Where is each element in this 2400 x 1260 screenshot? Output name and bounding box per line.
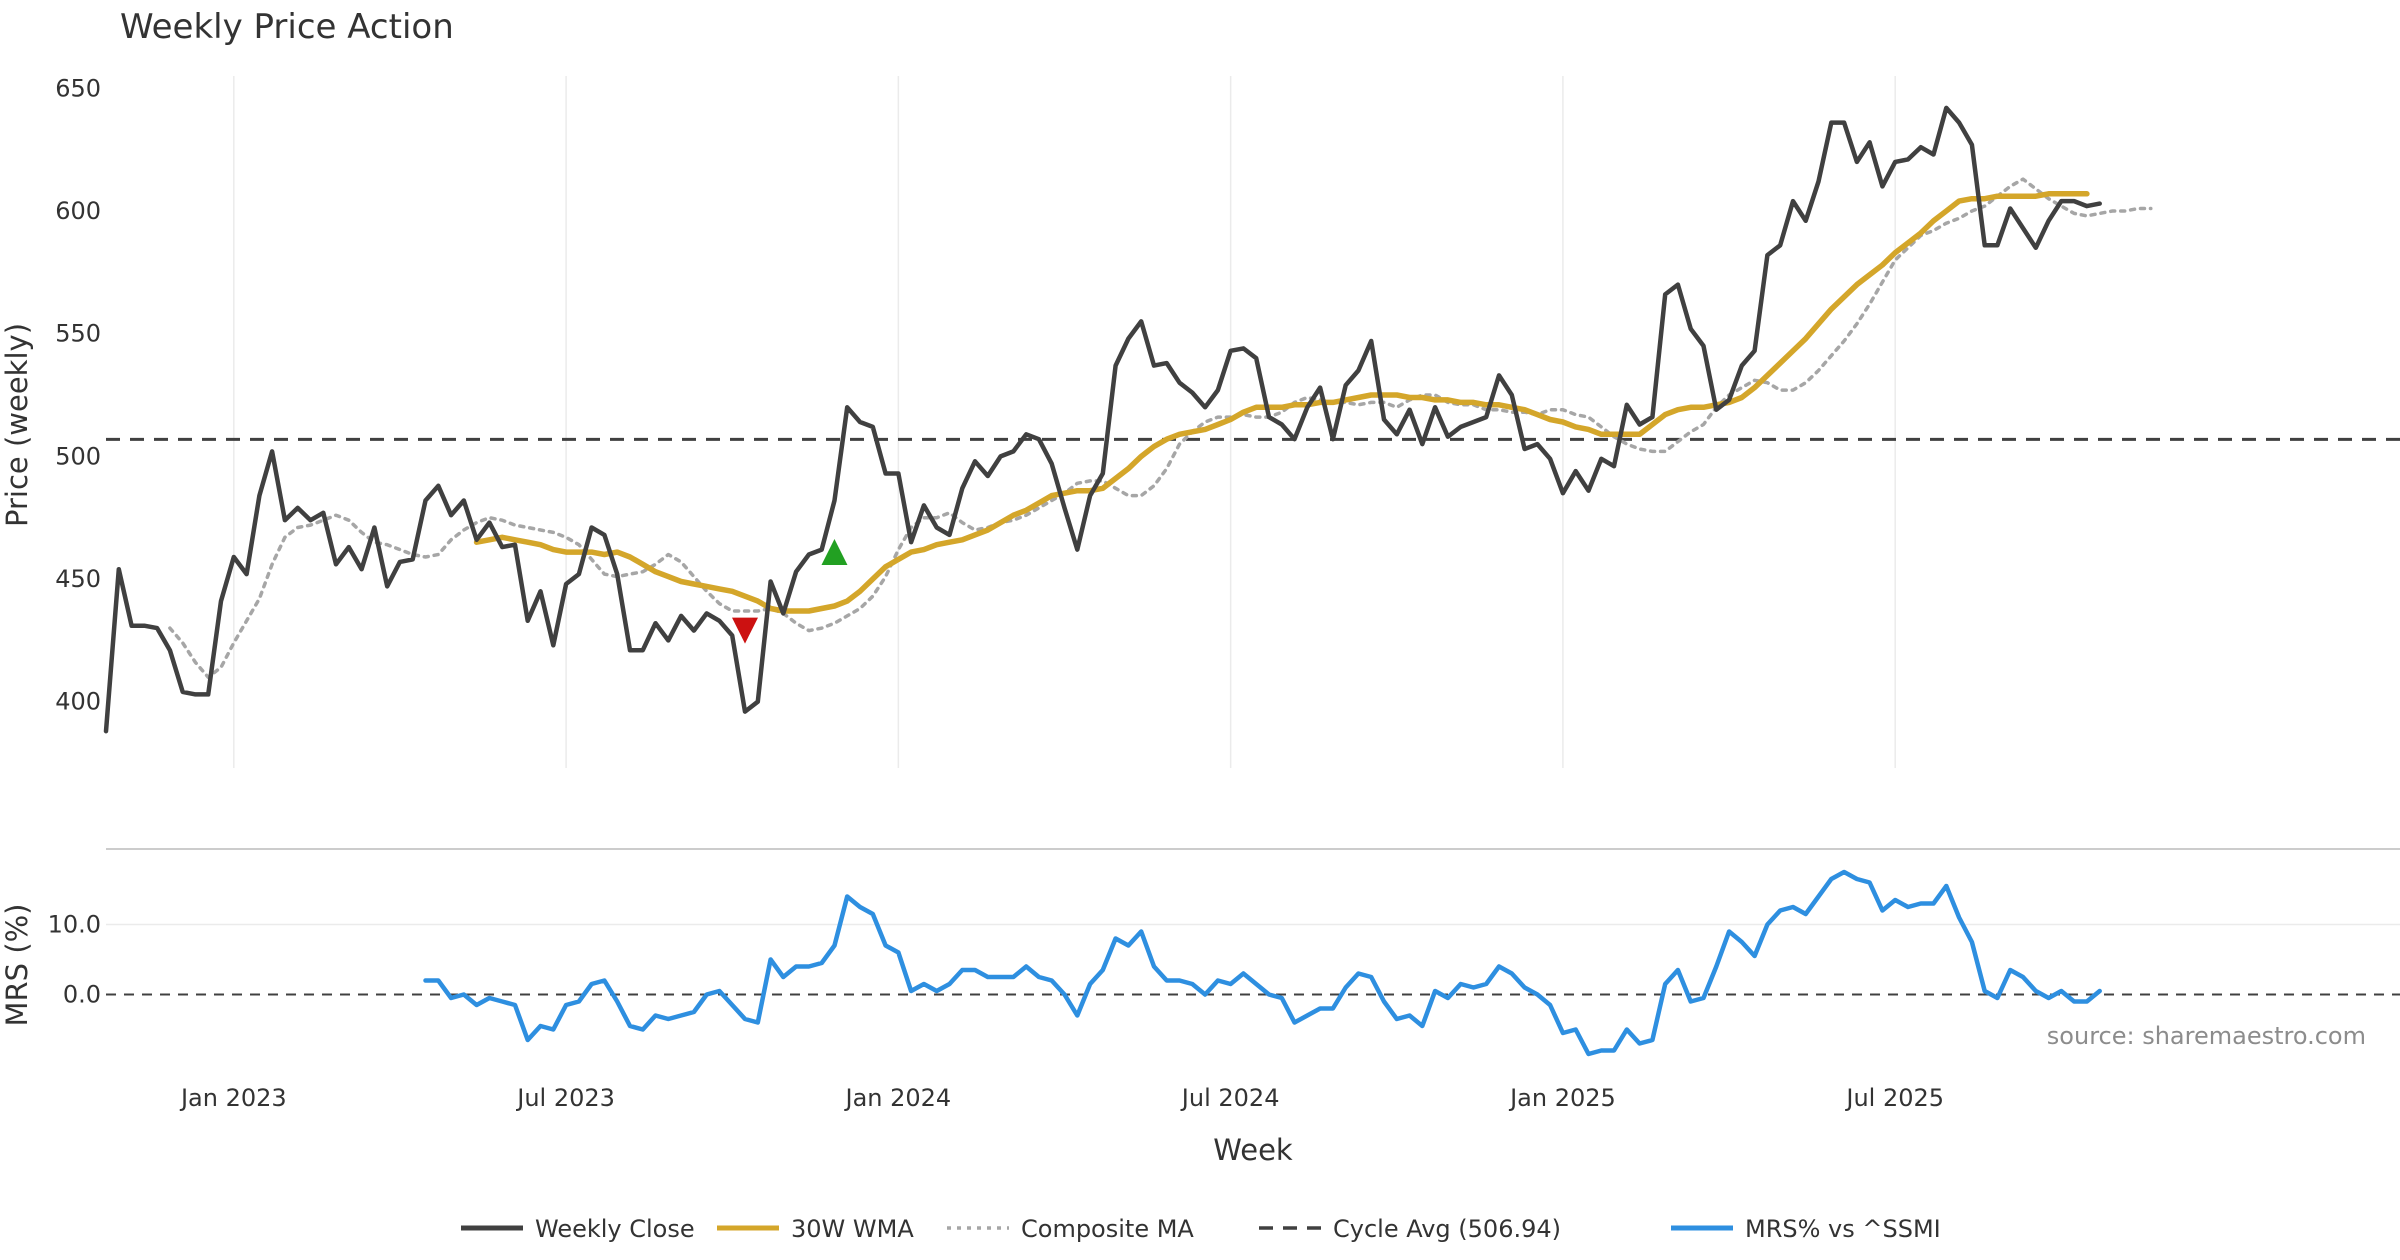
x-axis-ticks: Jan 2023 Jul 2023 Jan 2024 Jul 2024 Jan 2025…: [179, 1084, 1944, 1112]
mrs-panel: MRS (%) 0.0 10.0 source: sharemaestro.com: [0, 869, 2400, 1057]
price-y-tick-label: 400: [55, 688, 101, 716]
weekly-close-line: [103, 105, 2102, 734]
legend-label: MRS% vs ^SSMI: [1745, 1215, 1941, 1243]
wma30-line: [473, 191, 2090, 614]
mrs-series: [106, 869, 2400, 1057]
price-y-tick-label: 550: [55, 320, 101, 348]
x-tick-label: Jul 2025: [1844, 1084, 1944, 1112]
price-y-ticks: 400 450 500 550 600 650: [55, 74, 101, 715]
mrs-y-axis-label: MRS (%): [0, 904, 34, 1027]
x-tick-label: Jan 2023: [179, 1084, 287, 1112]
signal-markers: [732, 539, 848, 644]
price-y-tick-label: 600: [55, 197, 101, 225]
legend-label: Cycle Avg (506.94): [1333, 1215, 1561, 1243]
legend-label: Composite MA: [1021, 1215, 1194, 1243]
chart-title: Weekly Price Action: [120, 7, 454, 47]
source-attribution: source: sharemaestro.com: [2047, 1022, 2366, 1050]
legend-label: Weekly Close: [535, 1215, 695, 1243]
mrs-y-tick-label: 0.0: [63, 981, 101, 1009]
composite-ma-line: [168, 177, 2153, 679]
x-tick-label: Jul 2023: [515, 1084, 615, 1112]
price-y-tick-label: 650: [55, 74, 101, 102]
mrs-y-tick-label: 10.0: [48, 911, 101, 939]
price-y-tick-label: 500: [55, 442, 101, 470]
buy-signal-marker: [821, 539, 848, 566]
price-y-tick-label: 450: [55, 565, 101, 593]
price-series: [103, 105, 2400, 734]
x-axis-label: Week: [1213, 1133, 1293, 1167]
legend: Weekly Close 30W WMA Composite MA Cycle Avg…: [461, 1215, 1941, 1243]
sell-signal-marker: [732, 617, 758, 644]
price-panel: Price (weekly) 400 450 500 550 600 650: [0, 74, 2400, 768]
x-tick-label: Jan 2025: [1508, 1084, 1616, 1112]
price-y-axis-label: Price (weekly): [0, 323, 34, 527]
x-tick-label: Jul 2024: [1180, 1084, 1280, 1112]
legend-label: 30W WMA: [791, 1215, 914, 1243]
x-tick-label: Jan 2024: [844, 1084, 952, 1112]
mrs-y-ticks: 0.0 10.0: [48, 911, 101, 1009]
mrs-line: [423, 869, 2102, 1057]
